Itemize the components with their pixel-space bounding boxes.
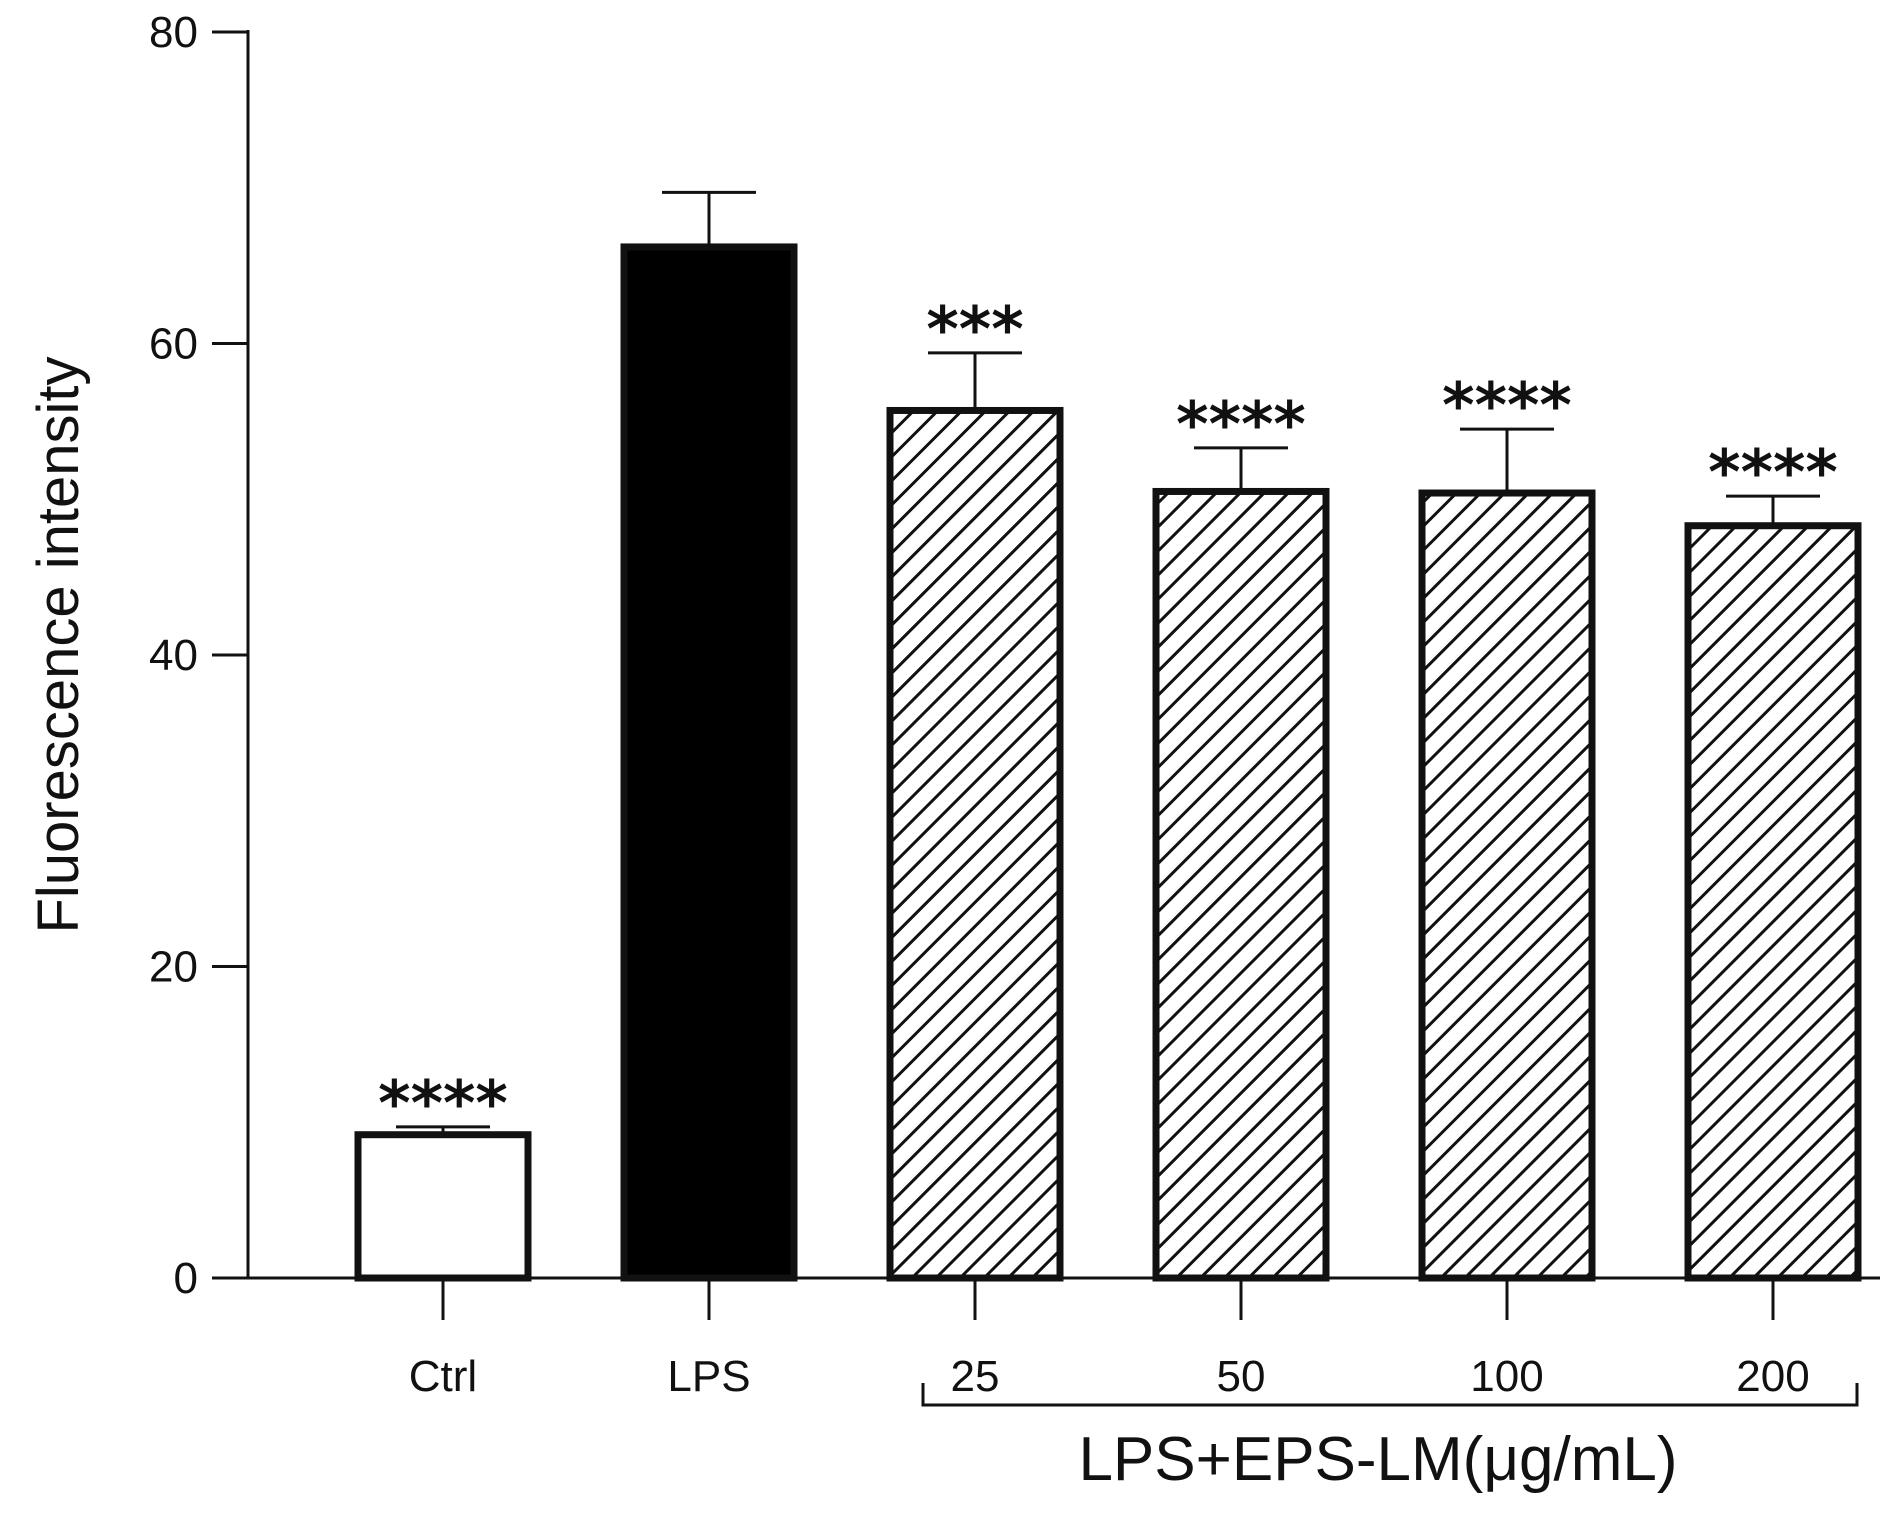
significance-label: **** [1708, 436, 1838, 509]
y-tick-label: 20 [149, 943, 198, 992]
x-tick-label: 50 [1217, 1352, 1266, 1401]
significance-label: **** [1176, 388, 1306, 461]
y-axis-title: Fluorescence intensity [26, 356, 91, 933]
group-bracket-label: LPS+EPS-LM(μg/mL) [1078, 1425, 1677, 1494]
bars-layer: *********** ******** [354, 190, 1862, 1282]
bar-200 [1684, 522, 1862, 1282]
x-axis: Ctrl LPS 25 50 100 200 [248, 1276, 1880, 1401]
x-tick-label: 200 [1736, 1352, 1809, 1401]
x-tick-label: LPS [667, 1352, 750, 1401]
significance-label: **** [1442, 369, 1572, 442]
y-tick-label: 0 [174, 1254, 198, 1303]
bar-25 [886, 406, 1064, 1282]
bar-ctrl [354, 1131, 532, 1282]
y-tick-label: 80 [149, 8, 198, 57]
significance-label: **** [378, 1067, 508, 1140]
y-tick-label: 60 [149, 320, 198, 369]
significance-label: *** [926, 293, 1023, 366]
bar-100 [1418, 489, 1596, 1282]
x-tick-label: Ctrl [409, 1352, 477, 1401]
y-tick-label: 40 [149, 631, 198, 680]
x-tick-label: 100 [1470, 1352, 1543, 1401]
y-axis: 0 20 40 60 80 [149, 8, 250, 1303]
x-tick-label: 25 [951, 1352, 1000, 1401]
bar-50 [1152, 487, 1330, 1282]
bar-lps [620, 243, 798, 1282]
group-bracket: LPS+EPS-LM(μg/mL) [921, 1383, 1859, 1494]
group-bracket-line [921, 1383, 1859, 1407]
